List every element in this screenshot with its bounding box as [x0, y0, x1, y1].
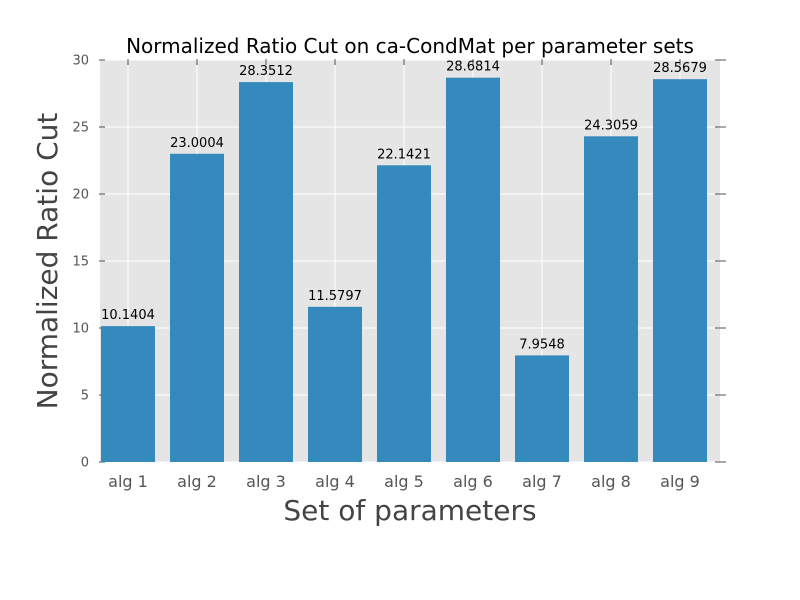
- bar-6: [446, 77, 500, 462]
- x-tick-label: alg 6: [453, 472, 493, 491]
- x-tick-label: alg 5: [384, 472, 424, 491]
- data-labels: 10.1404 23.0004 28.3512 11.5797 22.1421 28.68…: [101, 60, 707, 353]
- data-label: 23.0004: [170, 136, 224, 151]
- bar-3: [239, 82, 293, 462]
- x-tick-labels: alg 1 alg 2 alg 3 alg 4 alg 5 alg 6 alg 7 alg 8…: [108, 472, 700, 491]
- bars: [101, 77, 707, 463]
- data-label: 10.1404: [101, 308, 155, 323]
- y-tick-label: 15: [72, 255, 89, 270]
- x-tick-label: alg 3: [246, 472, 286, 491]
- data-label: 28.5679: [653, 61, 707, 76]
- bar-9: [653, 79, 707, 463]
- bar-8: [584, 136, 638, 462]
- bar-4: [308, 306, 362, 462]
- data-label: 28.3512: [239, 64, 293, 79]
- data-label: 7.9548: [519, 337, 565, 352]
- axis-ticks: [99, 59, 726, 463]
- data-label: 11.5797: [308, 289, 362, 304]
- y-tick-label: 30: [72, 54, 89, 69]
- y-tick-label: 10: [72, 322, 89, 337]
- bar-5: [377, 165, 431, 463]
- chart-title: Normalized Ratio Cut on ca-CondMat per p…: [126, 34, 694, 58]
- y-tick-labels: 0 5 10 15 20 25 30: [72, 54, 89, 471]
- x-tick-label: alg 7: [522, 472, 562, 491]
- bar-7: [515, 355, 569, 462]
- y-tick-label: 0: [81, 456, 89, 471]
- data-label: 28.6814: [446, 60, 500, 75]
- y-axis-label: Normalized Ratio Cut: [31, 113, 64, 410]
- bar-1: [101, 326, 155, 462]
- x-tick-label: alg 8: [591, 472, 631, 491]
- data-label: 22.1421: [377, 147, 431, 162]
- x-tick-label: alg 4: [315, 472, 355, 491]
- data-label: 24.3059: [584, 118, 638, 133]
- x-axis-label: Set of parameters: [283, 494, 536, 527]
- x-tick-label: alg 9: [660, 472, 700, 491]
- x-tick-label: alg 1: [108, 472, 148, 491]
- y-tick-label: 25: [72, 121, 89, 136]
- y-tick-label: 20: [72, 188, 89, 203]
- x-tick-label: alg 2: [177, 472, 217, 491]
- y-tick-label: 5: [81, 389, 89, 404]
- bar-2: [170, 153, 224, 462]
